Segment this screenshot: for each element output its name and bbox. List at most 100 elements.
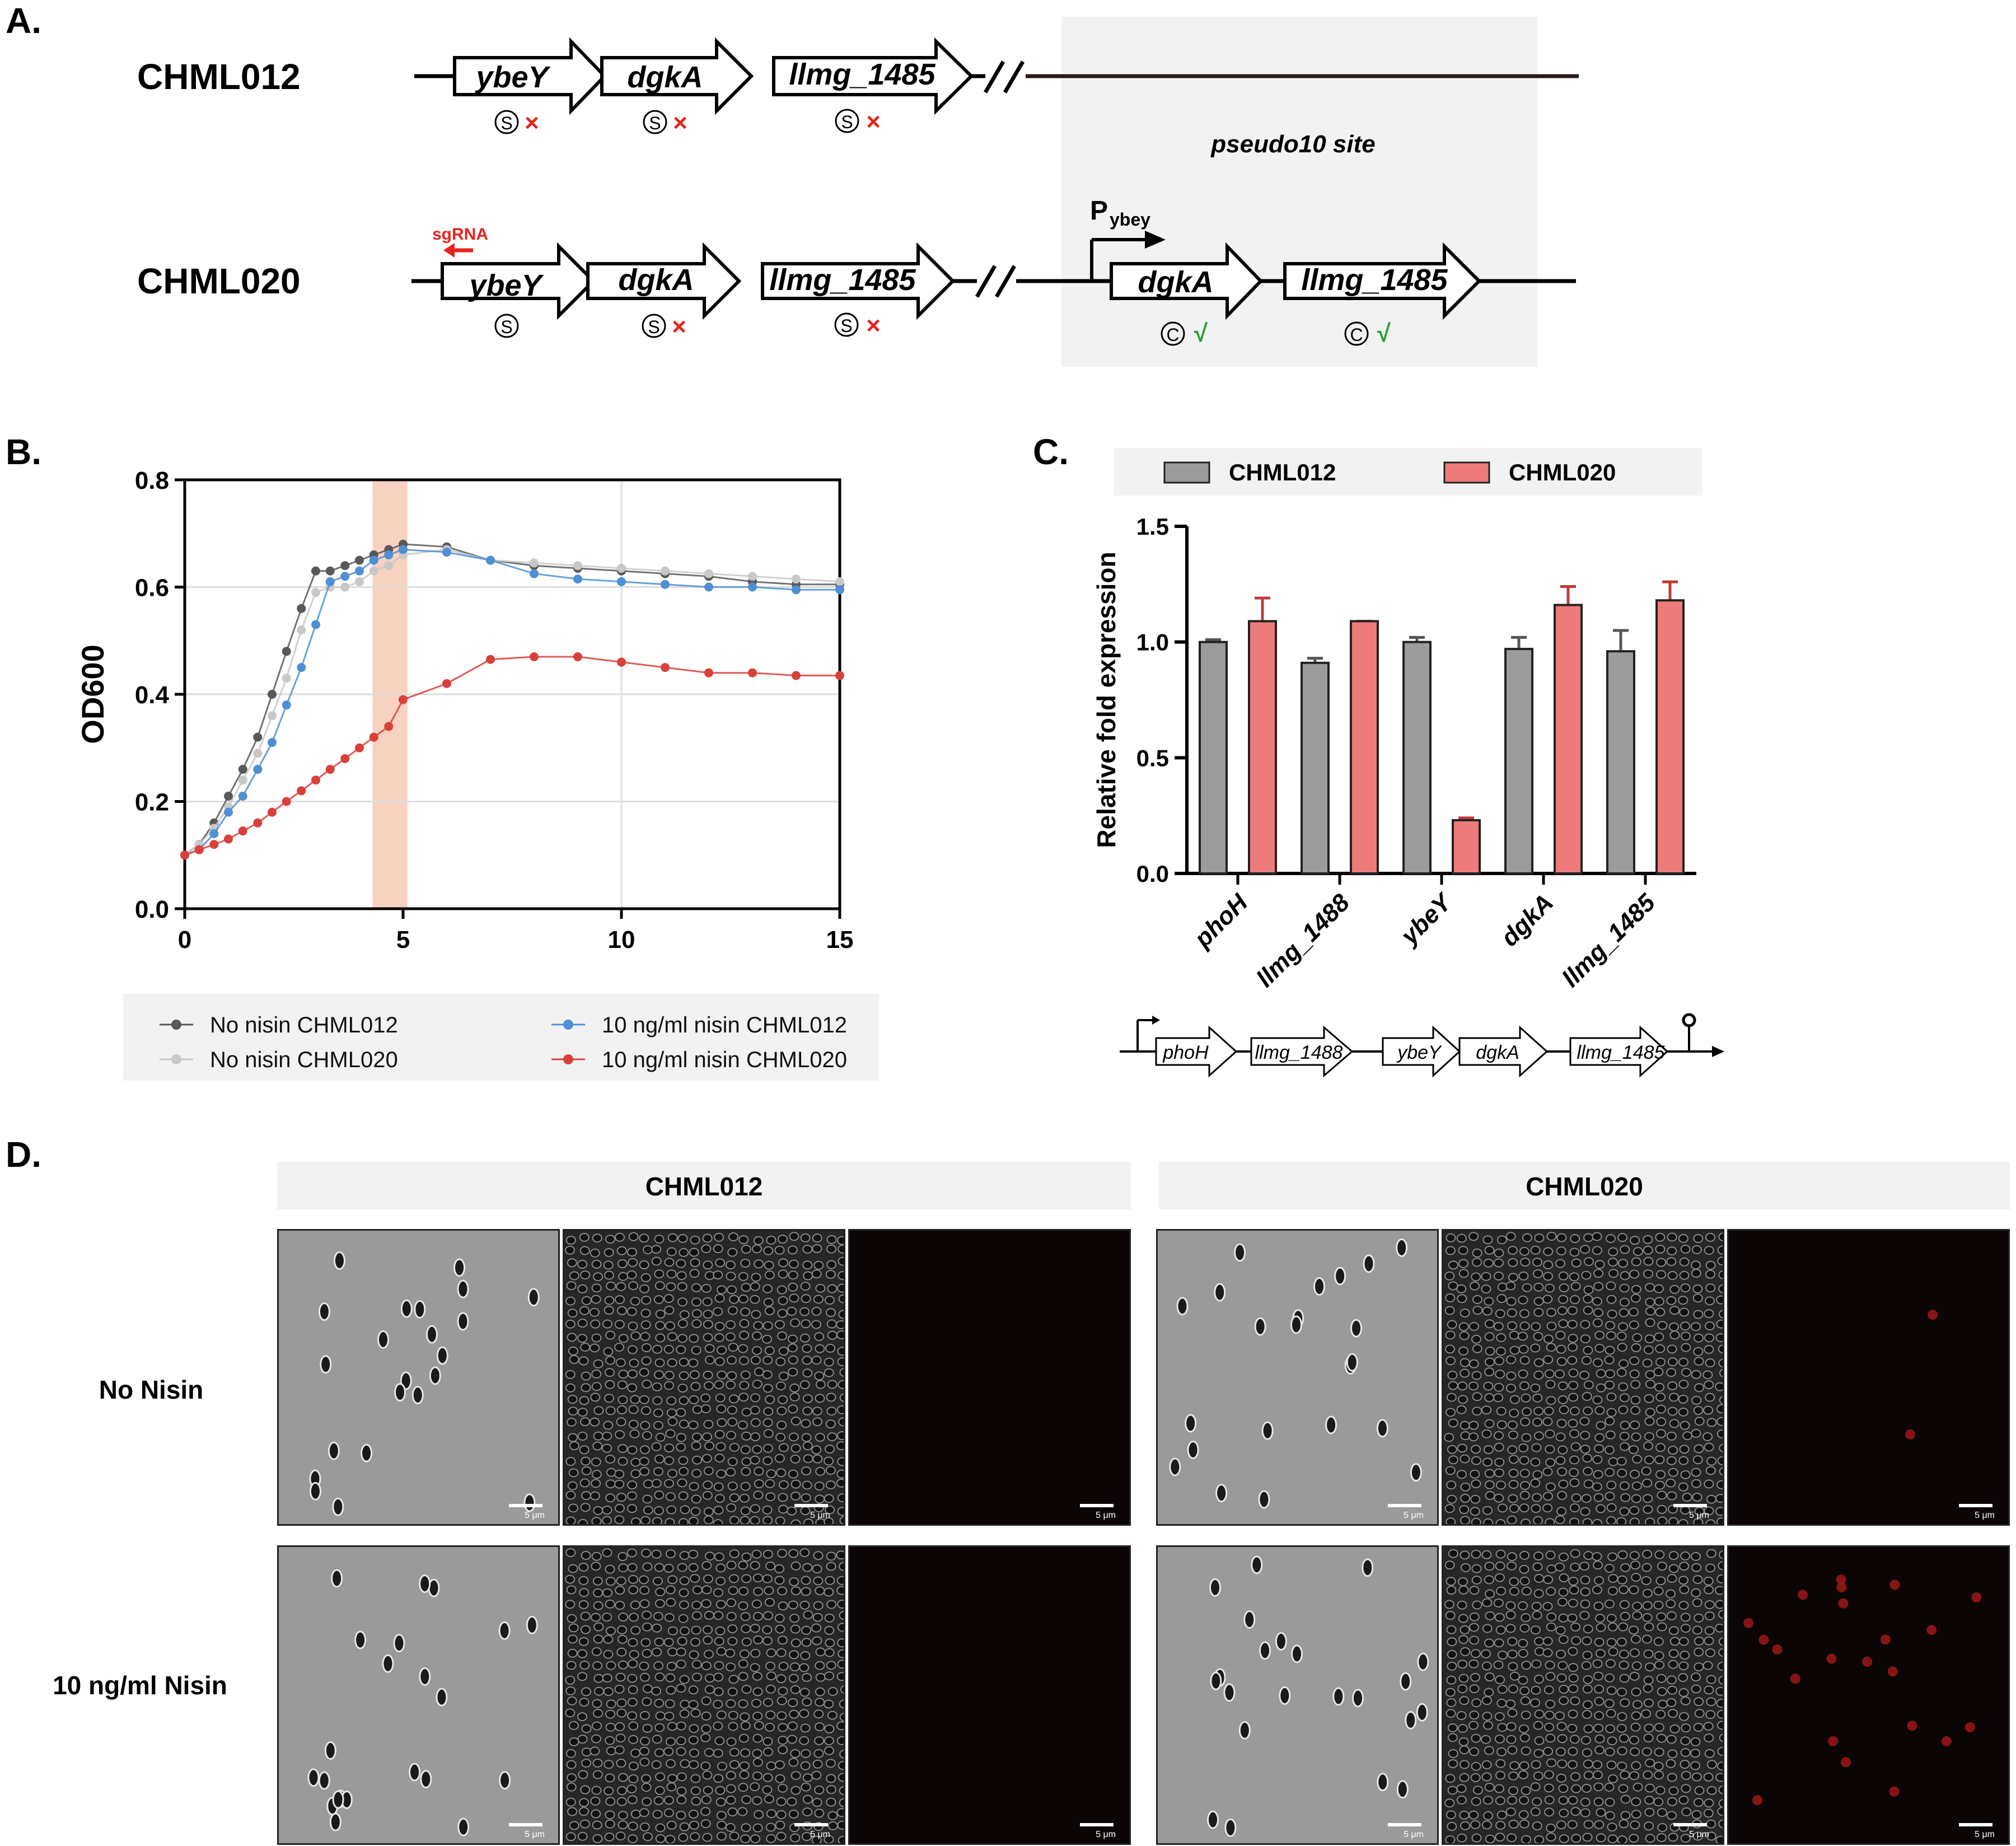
cell xyxy=(565,1574,576,1584)
cell xyxy=(628,1281,639,1291)
cell xyxy=(630,1809,641,1819)
cell xyxy=(614,1745,625,1755)
cell xyxy=(1629,1771,1640,1780)
cell xyxy=(654,1599,665,1608)
cell xyxy=(1557,1395,1568,1404)
cell xyxy=(1666,1296,1677,1305)
cell xyxy=(727,1285,737,1294)
cell xyxy=(568,1406,578,1416)
cell xyxy=(1629,1370,1640,1379)
cell xyxy=(569,1737,579,1746)
cell xyxy=(676,1259,686,1268)
cell xyxy=(1470,1494,1481,1504)
cell xyxy=(679,1588,689,1597)
cell xyxy=(309,1482,321,1501)
cell xyxy=(1582,1518,1593,1524)
cell xyxy=(1629,1307,1639,1317)
cell xyxy=(1694,1417,1705,1426)
cell xyxy=(777,1235,788,1244)
cell xyxy=(802,1260,813,1270)
break-mark xyxy=(994,265,1017,298)
cell xyxy=(750,1648,761,1658)
cell xyxy=(788,1600,798,1610)
scale-bar xyxy=(1673,1823,1707,1826)
cell xyxy=(1642,1588,1653,1598)
cell xyxy=(1645,1517,1655,1524)
data-point xyxy=(224,807,233,817)
cell xyxy=(639,1711,650,1720)
cell xyxy=(740,1445,751,1455)
cell xyxy=(1569,1429,1580,1438)
cell xyxy=(577,1649,588,1658)
cell xyxy=(703,1419,714,1429)
cell xyxy=(1481,1760,1492,1769)
cell xyxy=(1681,1368,1692,1377)
cell xyxy=(630,1395,640,1404)
cell xyxy=(790,1749,801,1758)
cell xyxy=(690,1235,700,1245)
cell xyxy=(728,1232,738,1242)
cell xyxy=(1446,1698,1457,1707)
cell xyxy=(666,1505,677,1515)
cell xyxy=(827,1811,838,1820)
cell xyxy=(800,1233,811,1242)
cell xyxy=(1495,1370,1505,1379)
cell xyxy=(1456,1470,1467,1479)
cell xyxy=(666,1820,677,1830)
cell xyxy=(527,1288,540,1307)
cell xyxy=(704,1611,714,1620)
cell xyxy=(1546,1232,1557,1241)
cell xyxy=(627,1480,638,1490)
cell xyxy=(1519,1819,1529,1829)
cell xyxy=(678,1456,689,1465)
cell xyxy=(616,1405,627,1415)
data-point xyxy=(253,749,263,758)
cell xyxy=(1558,1587,1569,1597)
cell xyxy=(1484,1393,1495,1403)
cell xyxy=(577,1284,588,1293)
cell xyxy=(750,1294,760,1304)
cell xyxy=(1508,1494,1518,1503)
cell xyxy=(615,1586,625,1595)
svg-text:S: S xyxy=(501,317,512,337)
cell xyxy=(1617,1575,1627,1585)
cell xyxy=(1481,1272,1491,1281)
cell xyxy=(715,1258,726,1268)
cell xyxy=(1447,1371,1458,1380)
cell xyxy=(824,1746,834,1755)
cell xyxy=(1350,1319,1363,1338)
cell xyxy=(1534,1233,1545,1243)
cell xyxy=(1716,1517,1723,1524)
cell xyxy=(791,1638,801,1648)
cell xyxy=(725,1320,736,1329)
cell xyxy=(775,1357,786,1366)
cell xyxy=(750,1356,761,1365)
data-point xyxy=(835,577,844,586)
cell xyxy=(1543,1575,1554,1585)
cell xyxy=(1620,1770,1630,1779)
cell xyxy=(604,1832,615,1842)
cell xyxy=(1641,1747,1652,1756)
cell xyxy=(714,1357,725,1366)
cell xyxy=(409,1763,421,1782)
cell xyxy=(801,1587,811,1596)
cell xyxy=(778,1504,788,1514)
data-point xyxy=(268,711,277,721)
cell xyxy=(1654,1660,1665,1670)
legend-label: No nisin CHML012 xyxy=(210,1013,398,1038)
cell xyxy=(1444,1504,1455,1513)
cell xyxy=(1509,1577,1519,1586)
cell xyxy=(1570,1234,1580,1244)
cell xyxy=(1569,1247,1580,1257)
cell xyxy=(641,1343,652,1352)
cell xyxy=(1494,1457,1505,1467)
cell xyxy=(1580,1808,1591,1817)
micrograph: 5 μm xyxy=(563,1229,845,1526)
cell xyxy=(799,1600,810,1610)
fluorescent-spot xyxy=(1841,1757,1851,1768)
cell xyxy=(1447,1445,1457,1454)
cell xyxy=(1448,1260,1458,1270)
cell xyxy=(1362,1558,1374,1577)
cell xyxy=(1210,1671,1222,1690)
cell xyxy=(425,1325,438,1344)
